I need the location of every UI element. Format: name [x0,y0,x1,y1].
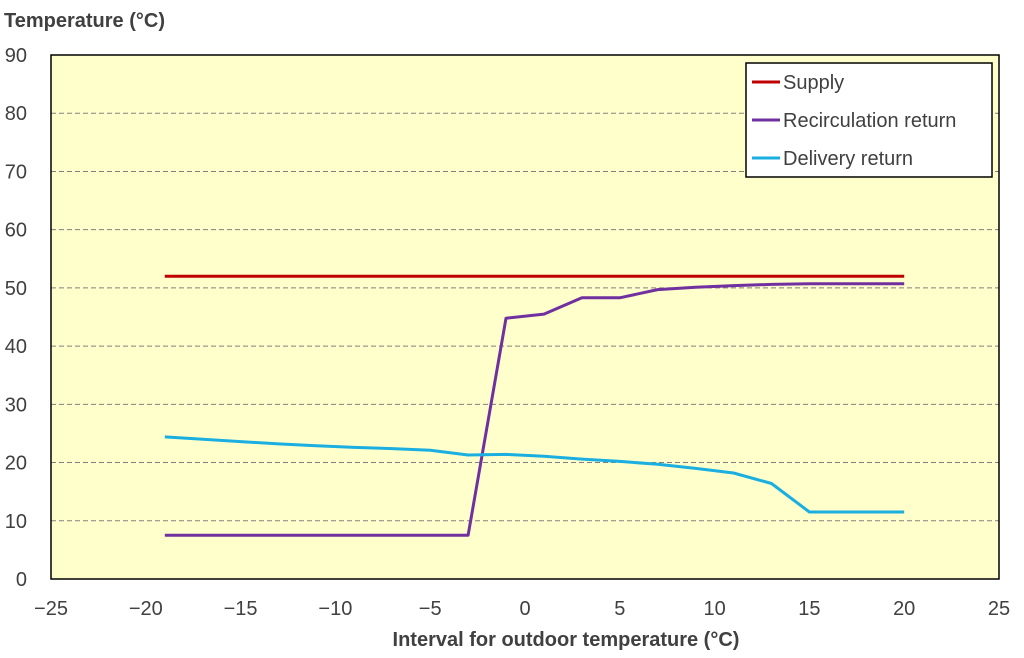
y-tick-label: 0 [16,569,27,591]
y-tick-label: 20 [5,453,27,475]
y-tick-label: 10 [5,511,27,533]
y-tick-label: 30 [5,394,27,416]
y-tick-label: 60 [5,220,27,242]
y-tick-label: 80 [5,103,27,125]
y-tick-labels: 0 10 20 30 40 50 60 70 80 90 [5,45,27,591]
legend-label: Delivery return [783,148,913,170]
x-tick-label: 15 [798,598,820,620]
x-tick-label: 10 [703,598,725,620]
y-tick-label: 70 [5,161,27,183]
x-tick-label: −15 [224,598,258,620]
legend: Supply Recirculation return Delivery retur… [745,62,993,178]
x-tick-label: −10 [318,598,352,620]
x-tick-labels: −25 −20 −15 −10 −5 0 5 10 15 20 25 [34,598,1010,620]
x-tick-label: 20 [893,598,915,620]
gridlines [51,112,999,522]
y-tick-label: 50 [5,278,27,300]
x-tick-label: 25 [988,598,1010,620]
y-tick-label: 90 [5,45,27,67]
legend-label: Recirculation return [783,110,956,132]
x-tick-label: −5 [419,598,442,620]
x-tick-label: 5 [614,598,625,620]
series-line-delivery-return [164,435,905,514]
x-tick-label: 0 [519,598,530,620]
y-tick-label: 40 [5,336,27,358]
legend-box [745,62,993,178]
series-line-recirculation-return [164,282,905,537]
plot-border [50,54,1000,580]
y-axis-title: Temperature (°C) [4,10,165,32]
x-tick-label: −25 [34,598,68,620]
x-axis-title: Interval for outdoor temperature (°C) [393,629,740,651]
series-layer [164,274,905,537]
x-tick-label: −20 [129,598,163,620]
legend-label: Supply [783,72,844,94]
